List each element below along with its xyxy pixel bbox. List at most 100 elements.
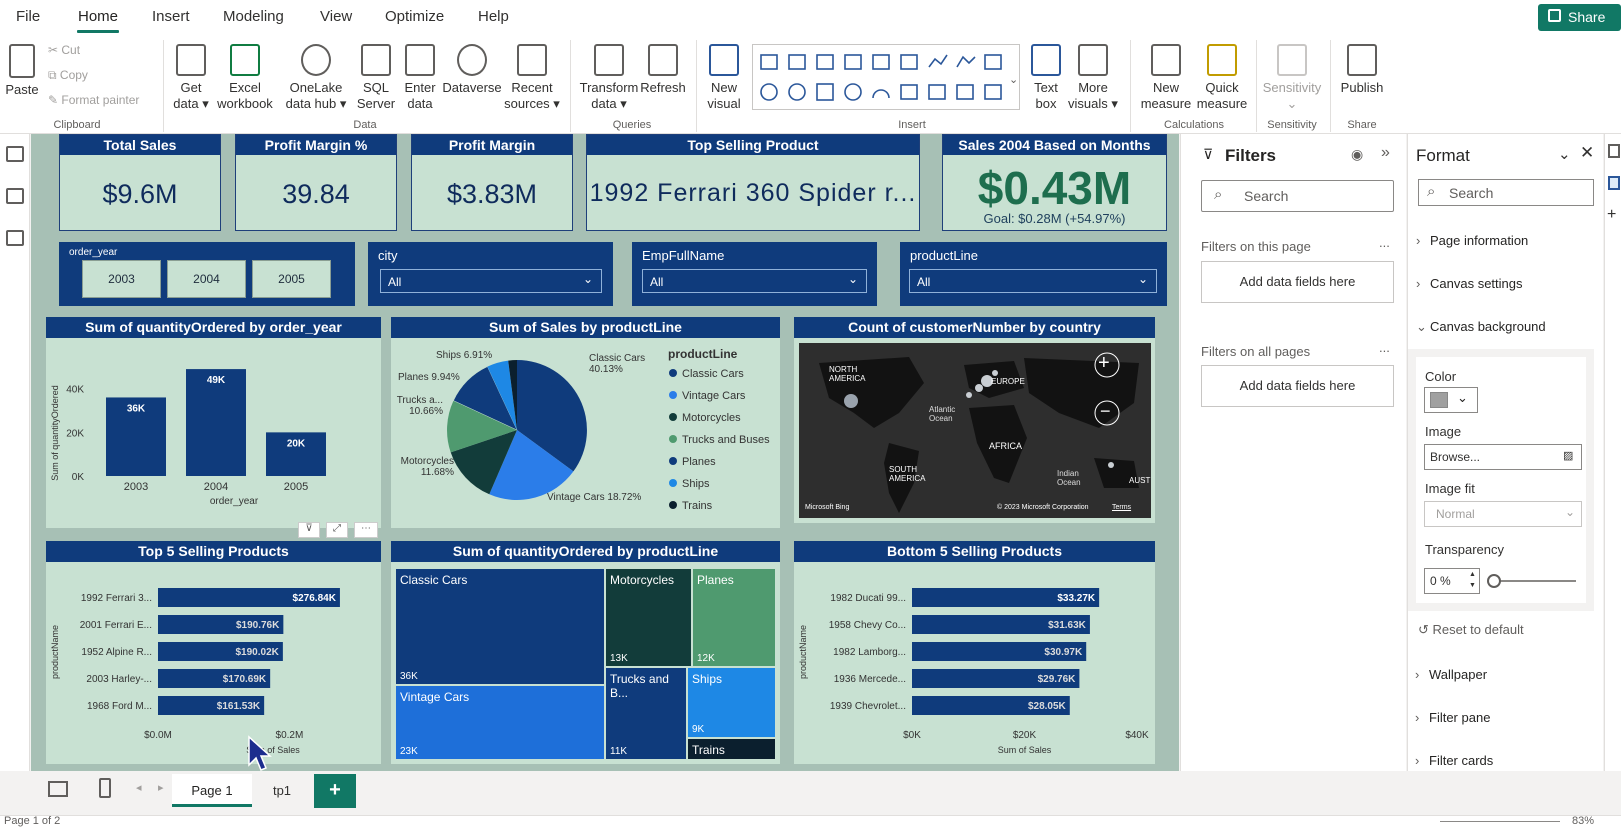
sensitivity-button[interactable]: Sensitivity ⌄ bbox=[1262, 44, 1322, 112]
pie-chart-visual[interactable]: Sum of Sales by productLine Classic Cars… bbox=[391, 317, 780, 528]
kpi-card-sales-2004[interactable]: Sales 2004 Based on Months $0.43M Goal: … bbox=[942, 134, 1167, 231]
top5-visual[interactable]: Top 5 Selling Products productName 1992 F… bbox=[46, 541, 381, 764]
zoom-level[interactable]: 83% bbox=[1572, 815, 1595, 827]
menu-modeling[interactable]: Modeling bbox=[223, 8, 284, 25]
more-options-icon[interactable]: ... bbox=[1379, 340, 1390, 355]
page-filter-dropzone[interactable]: Add data fields here bbox=[1201, 261, 1394, 303]
dataverse-button[interactable]: Dataverse bbox=[442, 44, 502, 96]
report-view-icon[interactable] bbox=[6, 146, 24, 162]
menu-view[interactable]: View bbox=[320, 8, 353, 25]
chevron-down-icon[interactable]: ⌄ bbox=[1558, 146, 1571, 163]
legend-item[interactable]: Vintage Cars bbox=[669, 390, 745, 402]
refresh-button[interactable]: Refresh bbox=[640, 44, 686, 96]
onelake-button[interactable]: OneLake data hub ▾ bbox=[276, 44, 356, 112]
table-view-icon[interactable] bbox=[6, 188, 24, 204]
eye-icon[interactable]: ◉ bbox=[1351, 146, 1364, 162]
section-canvas-settings[interactable]: › Canvas settings bbox=[1416, 276, 1523, 291]
legend-item[interactable]: Trains bbox=[669, 500, 712, 512]
kpi-card-profit-margin-pct[interactable]: Profit Margin % 39.84 bbox=[235, 134, 397, 231]
more-visuals-button[interactable]: More visuals ▾ bbox=[1066, 44, 1120, 112]
slicer-order-year[interactable]: order_year 2003 2004 2005 bbox=[59, 242, 355, 306]
kpi-card-profit-margin[interactable]: Profit Margin $3.83M bbox=[411, 134, 573, 231]
all-pages-filter-dropzone[interactable]: Add data fields here bbox=[1201, 365, 1394, 407]
kpi-card-total-sales[interactable]: Total Sales $9.6M bbox=[59, 134, 221, 231]
add-icon[interactable]: + bbox=[1607, 206, 1617, 223]
menu-file[interactable]: File bbox=[16, 8, 41, 25]
recent-sources-button[interactable]: Recent sources ▾ bbox=[504, 44, 560, 112]
new-measure-button[interactable]: New measure bbox=[1138, 44, 1194, 112]
sql-server-button[interactable]: SQL Server bbox=[356, 44, 396, 112]
format-painter-button[interactable]: ✎ Format painter bbox=[48, 93, 140, 107]
treemap-visual[interactable]: Sum of quantityOrdered by productLine Cl… bbox=[391, 541, 780, 764]
section-filter-cards[interactable]: › Filter cards bbox=[1415, 753, 1494, 768]
visual-gallery[interactable]: ⌄ bbox=[752, 44, 1020, 110]
menu-optimize[interactable]: Optimize bbox=[385, 8, 445, 25]
paste-button[interactable]: Paste bbox=[4, 44, 40, 98]
kpi-card-top-product[interactable]: Top Selling Product 1992 Ferrari 360 Spi… bbox=[586, 134, 920, 231]
new-visual-button[interactable]: New visual bbox=[704, 44, 744, 112]
map-canvas[interactable]: + − NORTH AMERICA SOUTH AMERICA EUROPE A… bbox=[799, 343, 1151, 518]
tab-tp1[interactable]: tp1 bbox=[272, 783, 292, 798]
build-visual-icon[interactable] bbox=[1608, 144, 1620, 158]
image-browse-input[interactable]: Browse... ▨ bbox=[1424, 444, 1582, 470]
treemap-tile-ships[interactable]: Ships 9K bbox=[687, 667, 776, 738]
map-visual[interactable]: Count of customerNumber by country + − N… bbox=[794, 317, 1155, 523]
transparency-slider-thumb[interactable] bbox=[1487, 574, 1501, 588]
legend-item[interactable]: Motorcycles bbox=[669, 412, 741, 424]
treemap-tile-vintage-cars[interactable]: Vintage Cars 23K bbox=[395, 685, 605, 760]
image-fit-dropdown[interactable]: Normal ⌄ bbox=[1424, 501, 1582, 527]
section-wallpaper[interactable]: › Wallpaper bbox=[1415, 667, 1488, 682]
close-icon[interactable]: ✕ bbox=[1580, 143, 1595, 162]
emp-dropdown[interactable]: All ⌄ bbox=[642, 269, 867, 293]
zoom-slider[interactable] bbox=[1440, 821, 1560, 822]
text-box-button[interactable]: Text box bbox=[1026, 44, 1066, 112]
treemap-tile-planes[interactable]: Planes 12K bbox=[692, 568, 776, 667]
reset-to-default-button[interactable]: ↺ Reset to default bbox=[1418, 622, 1524, 637]
section-filter-pane[interactable]: › Filter pane bbox=[1415, 710, 1491, 725]
format-page-icon[interactable] bbox=[1608, 176, 1620, 190]
add-page-button[interactable]: + bbox=[314, 774, 356, 808]
desktop-layout-icon[interactable] bbox=[48, 781, 68, 797]
more-options-icon[interactable]: ... bbox=[1379, 235, 1390, 250]
slicer-productline[interactable]: productLine All ⌄ bbox=[900, 242, 1167, 306]
zoom-in-icon[interactable]: + bbox=[1098, 352, 1110, 374]
section-page-information[interactable]: › Page information bbox=[1416, 233, 1529, 248]
quick-measure-button[interactable]: Quick measure bbox=[1194, 44, 1250, 112]
filter-icon[interactable]: ⊽ bbox=[298, 522, 320, 538]
transform-data-button[interactable]: Transform data ▾ bbox=[578, 44, 640, 112]
slicer-emp[interactable]: EmpFullName All ⌄ bbox=[632, 242, 877, 306]
mobile-layout-icon[interactable] bbox=[99, 778, 111, 798]
productline-dropdown[interactable]: All ⌄ bbox=[909, 269, 1157, 293]
legend-item[interactable]: Ships bbox=[669, 478, 710, 490]
color-picker[interactable]: ⌄ bbox=[1424, 387, 1478, 413]
bar-chart-visual[interactable]: Sum of quantityOrdered by order_year Sum… bbox=[46, 317, 381, 528]
year-option-2004[interactable]: 2004 bbox=[167, 260, 246, 298]
cut-button[interactable]: ✂ Cut bbox=[48, 43, 81, 57]
next-page-icon[interactable]: ▸ bbox=[158, 782, 164, 794]
treemap-tile-classic-cars[interactable]: Classic Cars 36K bbox=[395, 568, 605, 685]
city-dropdown[interactable]: All ⌄ bbox=[380, 269, 602, 293]
enter-data-button[interactable]: Enter data bbox=[400, 44, 440, 112]
share-button[interactable]: Share bbox=[1538, 4, 1621, 31]
map-terms-link[interactable]: Terms bbox=[1112, 504, 1132, 511]
treemap-tile-trains[interactable]: Trains bbox=[687, 738, 776, 760]
menu-insert[interactable]: Insert bbox=[152, 8, 190, 25]
filters-search-input[interactable]: ⌕ Search bbox=[1201, 180, 1394, 212]
bottom5-visual[interactable]: Bottom 5 Selling Products productName 198… bbox=[794, 541, 1155, 764]
transparency-slider-track[interactable] bbox=[1494, 580, 1576, 582]
collapse-pane-icon[interactable]: » bbox=[1381, 144, 1390, 161]
slicer-city[interactable]: city All ⌄ bbox=[368, 242, 613, 306]
zoom-out-icon[interactable]: − bbox=[1100, 401, 1111, 421]
prev-page-icon[interactable]: ◂ bbox=[136, 782, 142, 794]
menu-help[interactable]: Help bbox=[478, 8, 509, 25]
transparency-input[interactable]: 0 % ▲ ▼ bbox=[1424, 568, 1480, 594]
spinner-icon[interactable]: ▲ ▼ bbox=[1469, 571, 1476, 589]
year-option-2005[interactable]: 2005 bbox=[252, 260, 331, 298]
year-option-2003[interactable]: 2003 bbox=[82, 260, 161, 298]
get-data-button[interactable]: Get data ▾ bbox=[170, 44, 212, 112]
excel-workbook-button[interactable]: Excel workbook bbox=[212, 44, 278, 112]
more-options-icon[interactable]: ⋯ bbox=[354, 522, 378, 538]
model-view-icon[interactable] bbox=[6, 230, 24, 246]
treemap-tile-motorcycles[interactable]: Motorcycles 13K bbox=[605, 568, 692, 667]
focus-mode-icon[interactable]: ⤢ bbox=[326, 522, 348, 538]
